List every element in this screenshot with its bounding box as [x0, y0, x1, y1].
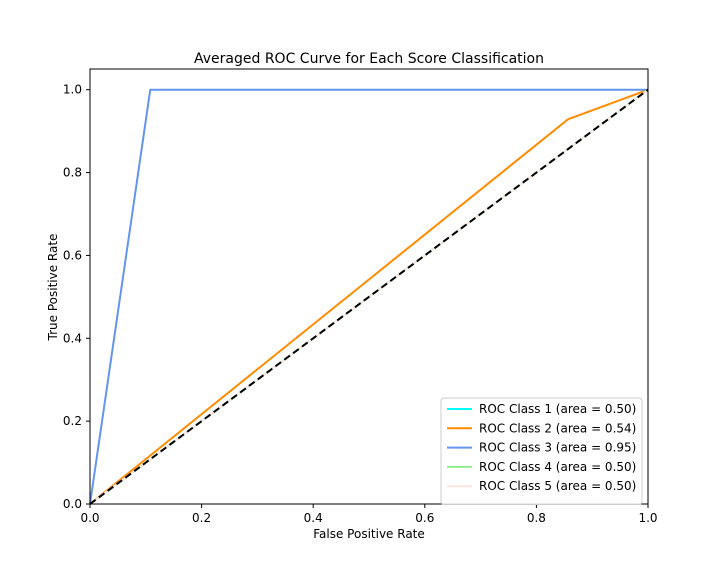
y-tick-label: 1.0	[63, 83, 82, 97]
legend-label-class-5: ROC Class 5 (area = 0.50)	[479, 479, 636, 493]
y-tick-label: 0.8	[63, 166, 82, 180]
plot-frame	[89, 68, 649, 505]
x-tick-label: 0.0	[80, 511, 99, 525]
legend-label-class-3: ROC Class 3 (area = 0.95)	[479, 441, 636, 455]
plot-area	[89, 88, 649, 505]
y-axis-label: True Positive Rate	[46, 234, 60, 342]
x-axis-label: False Positive Rate	[313, 527, 425, 541]
legend-label-class-1: ROC Class 1 (area = 0.50)	[479, 402, 636, 416]
legend-box	[440, 397, 643, 505]
y-tick-label: 0.6	[63, 248, 82, 262]
x-tick-label: 0.6	[415, 511, 434, 525]
legend: ROC Class 1 (area = 0.50) ROC Class 2 (ar…	[440, 397, 643, 505]
axes: 0.0 0.2 0.4 0.6 0.8 1.0 0.0 0.2 0.4 0.6 0.8 1.0	[63, 68, 658, 525]
x-tick-label: 0.2	[192, 511, 211, 525]
legend-label-class-4: ROC Class 4 (area = 0.50)	[479, 460, 636, 474]
series-line-class-2	[89, 88, 649, 505]
y-tick-label: 0.4	[63, 331, 82, 345]
y-tick-label: 0.2	[63, 414, 82, 428]
x-tick-label: 0.8	[527, 511, 546, 525]
series-line-class-3	[89, 88, 648, 505]
x-tick-label: 0.4	[304, 511, 323, 525]
x-tick-label: 1.0	[638, 511, 657, 525]
y-tick-label: 0.0	[63, 497, 82, 511]
legend-label-class-2: ROC Class 2 (area = 0.54)	[479, 421, 636, 435]
chart-title: Averaged ROC Curve for Each Score Classi…	[194, 51, 544, 67]
chance-reference-line	[89, 88, 649, 505]
